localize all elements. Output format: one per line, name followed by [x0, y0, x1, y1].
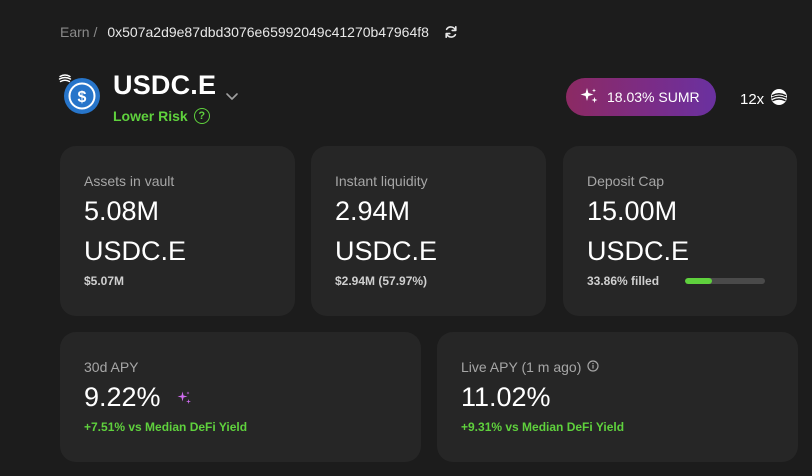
deposit-cap-card: Deposit Cap 15.00M USDC.E 33.86% filled — [563, 146, 797, 316]
apy-30d-card: 30d APY 9.22% +7.51% vs Median DeFi Yiel… — [60, 332, 421, 462]
risk-label: Lower Risk — [113, 108, 188, 124]
chevron-down-icon[interactable] — [224, 88, 240, 104]
apy-live-label: Live APY (1 m ago) — [461, 359, 582, 375]
deposit-cap-unit: USDC.E — [587, 236, 690, 266]
liquidity-label: Instant liquidity — [335, 173, 428, 189]
refresh-icon[interactable] — [443, 24, 459, 40]
sumr-rewards-pill[interactable]: 18.03% SUMR — [566, 78, 716, 116]
apy-30d-label: 30d APY — [84, 359, 139, 375]
apy-live-value: 11.02% — [461, 382, 551, 412]
apy-30d-comparison: +7.51% vs Median DeFi Yield — [84, 420, 248, 434]
liquidity-usd: $2.94M (57.97%) — [335, 274, 428, 288]
sparkle-icon — [176, 390, 192, 411]
assets-label: Assets in vault — [84, 173, 175, 189]
info-icon[interactable] — [587, 359, 599, 375]
deposit-cap-filled: 33.86% filled — [587, 274, 660, 288]
breadcrumb: Earn / 0x507a2d9e87dbd3076e65992049c4127… — [60, 24, 459, 40]
help-icon[interactable]: ? — [193, 108, 210, 124]
sumr-label: 18.03% SUMR — [607, 89, 700, 105]
breadcrumb-earn-link[interactable]: Earn / — [60, 24, 98, 40]
apy-live-comparison: +9.31% vs Median DeFi Yield — [461, 420, 625, 434]
svg-text:$: $ — [78, 89, 87, 106]
deposit-cap-progress-bar — [685, 278, 765, 284]
deposit-cap-value: 15.00M — [587, 196, 678, 226]
apy-30d-value: 9.22% — [84, 382, 161, 412]
assets-card: Assets in vault 5.08M USDC.E $5.07M — [60, 146, 295, 316]
liquidity-card: Instant liquidity 2.94M USDC.E $2.94M (5… — [311, 146, 546, 316]
liquidity-unit: USDC.E — [335, 236, 438, 266]
multiplier-badge: 12x — [740, 88, 788, 110]
risk-badge: Lower Risk ? — [113, 108, 210, 124]
usdc-logo-icon: $ — [58, 70, 104, 116]
deposit-cap-label: Deposit Cap — [587, 173, 665, 189]
apy-live-label-row: Live APY (1 m ago) — [461, 359, 599, 375]
multiplier-value: 12x — [740, 90, 765, 108]
apy-live-card: Live APY (1 m ago) 11.02% +9.31% vs Medi… — [437, 332, 798, 462]
assets-unit: USDC.E — [84, 236, 187, 266]
summer-logo-icon — [770, 88, 788, 110]
token-name: USDC.E — [113, 70, 217, 100]
sparkle-icon — [579, 86, 599, 109]
deposit-cap-progress-fill — [685, 278, 713, 284]
vault-address: 0x507a2d9e87dbd3076e65992049c41270b47964… — [107, 24, 429, 40]
liquidity-value: 2.94M — [335, 196, 411, 226]
assets-value: 5.08M — [84, 196, 160, 226]
assets-usd: $5.07M — [84, 274, 125, 288]
